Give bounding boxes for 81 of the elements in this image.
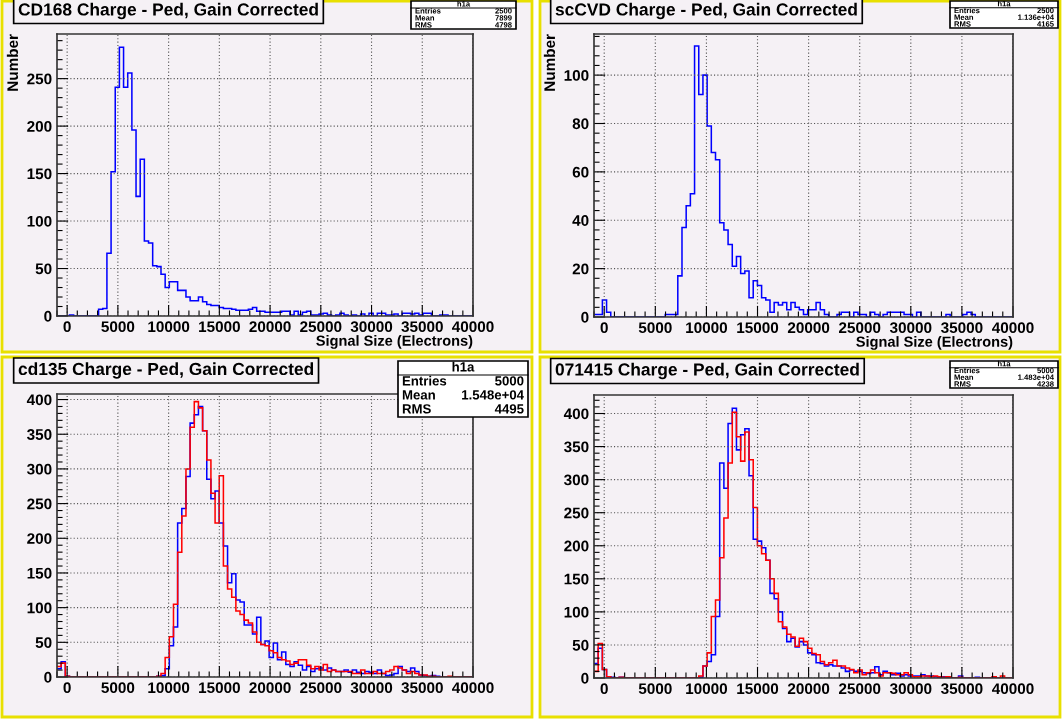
y-tick-label: 250 <box>27 73 52 85</box>
x-tick-label: 15000 <box>199 682 240 694</box>
text: 4495 <box>494 404 524 414</box>
y-tick-label: 100 <box>27 602 52 614</box>
y-tick-label: 50 <box>35 263 52 275</box>
y-tick-label: 150 <box>27 567 52 579</box>
text: h1a <box>452 361 475 372</box>
x-tick-label: 0 <box>63 682 71 694</box>
x-tick-label: 20000 <box>787 683 830 695</box>
text: 5000 <box>495 376 524 386</box>
x-tick-label: 15000 <box>199 321 240 333</box>
y-tick-label: 200 <box>27 533 52 544</box>
y-tick-label: 400 <box>563 408 589 420</box>
x-tick-label: 5000 <box>638 322 672 334</box>
y-tick-label: 150 <box>564 573 589 585</box>
text: Entries <box>402 375 447 386</box>
x-tick-label: 25000 <box>839 322 881 334</box>
y-tick-label: 250 <box>27 498 52 510</box>
x-axis-title: Signal Size (Electrons) <box>316 335 473 349</box>
x-tick-label: 5000 <box>638 683 672 695</box>
x-axis-title: Signal Size (Electrons) <box>856 336 1013 350</box>
x-tick-label: 30000 <box>889 322 932 334</box>
y-tick-label: 0 <box>44 310 52 322</box>
x-tick-label: 0 <box>600 683 608 695</box>
x-tick-label: 30000 <box>889 683 932 695</box>
x-tick-label: 35000 <box>941 322 983 334</box>
y-tick-label: 400 <box>26 394 52 406</box>
x-tick-label: 5000 <box>101 682 135 694</box>
x-tick-label: 40000 <box>991 322 1034 334</box>
x-tick-label: 40000 <box>451 321 494 333</box>
x-tick-label: 0 <box>600 322 608 334</box>
y-tick-label: 0 <box>581 672 589 684</box>
x-tick-label: 25000 <box>300 321 342 333</box>
x-tick-label: 10000 <box>686 322 728 334</box>
y-axis-title: Number <box>543 34 556 91</box>
x-tick-label: 35000 <box>401 682 443 694</box>
x-tick-label: 40000 <box>991 683 1034 695</box>
y-tick-label: 80 <box>572 118 589 130</box>
y-tick-label: 0 <box>44 671 52 683</box>
x-tick-label: 30000 <box>350 682 393 694</box>
x-tick-label: 10000 <box>148 321 190 333</box>
x-tick-label: 25000 <box>300 682 342 694</box>
y-tick-label: 50 <box>35 637 52 648</box>
x-tick-label: 35000 <box>941 683 983 695</box>
x-tick-label: 15000 <box>737 322 779 334</box>
annotation: 1.548e+04 <box>462 390 524 400</box>
x-tick-label: 20000 <box>249 682 291 694</box>
chart-title: scCVD Charge - Ped, Gain Corrected <box>555 2 857 20</box>
y-tick-label: 60 <box>572 166 589 178</box>
y-tick-label: 100 <box>564 69 589 81</box>
y-tick-label: 300 <box>564 474 589 486</box>
y-tick-label: 150 <box>27 168 52 180</box>
y-tick-label: 20 <box>572 263 589 275</box>
x-tick-label: 20000 <box>787 322 830 334</box>
y-tick-label: 350 <box>564 441 589 453</box>
x-tick-label: 15000 <box>737 683 779 695</box>
chart-title: 071415 Charge - Ped, Gain Corrected <box>555 362 859 380</box>
chart-title: cd135 Charge - Ped, Gain Corrected <box>18 362 314 379</box>
x-tick-label: 10000 <box>148 682 190 694</box>
x-tick-label: 25000 <box>839 683 881 695</box>
y-tick-label: 200 <box>27 120 52 132</box>
annotation: Mean <box>402 390 435 400</box>
y-tick-label: 0 <box>581 311 589 323</box>
x-tick-label: 20000 <box>249 321 291 333</box>
y-tick-label: 40 <box>572 215 589 226</box>
y-axis-title: Number <box>6 34 19 91</box>
x-tick-label: 10000 <box>686 683 728 695</box>
y-tick-label: 200 <box>564 540 589 552</box>
y-tick-label: 350 <box>27 429 52 440</box>
y-tick-label: 100 <box>27 215 52 227</box>
y-tick-label: 100 <box>564 606 589 618</box>
y-tick-label: 50 <box>572 639 589 651</box>
chart-title: CD168 Charge - Ped, Gain Corrected <box>18 2 318 20</box>
x-tick-label: 40000 <box>451 682 494 694</box>
x-tick-label: 5000 <box>101 321 135 333</box>
y-tick-label: 300 <box>27 463 52 475</box>
x-tick-label: 35000 <box>401 321 443 333</box>
x-tick-label: 30000 <box>350 321 393 333</box>
x-tick-label: 0 <box>63 321 71 333</box>
annotation: RMS <box>402 404 431 414</box>
y-tick-label: 250 <box>564 507 589 519</box>
